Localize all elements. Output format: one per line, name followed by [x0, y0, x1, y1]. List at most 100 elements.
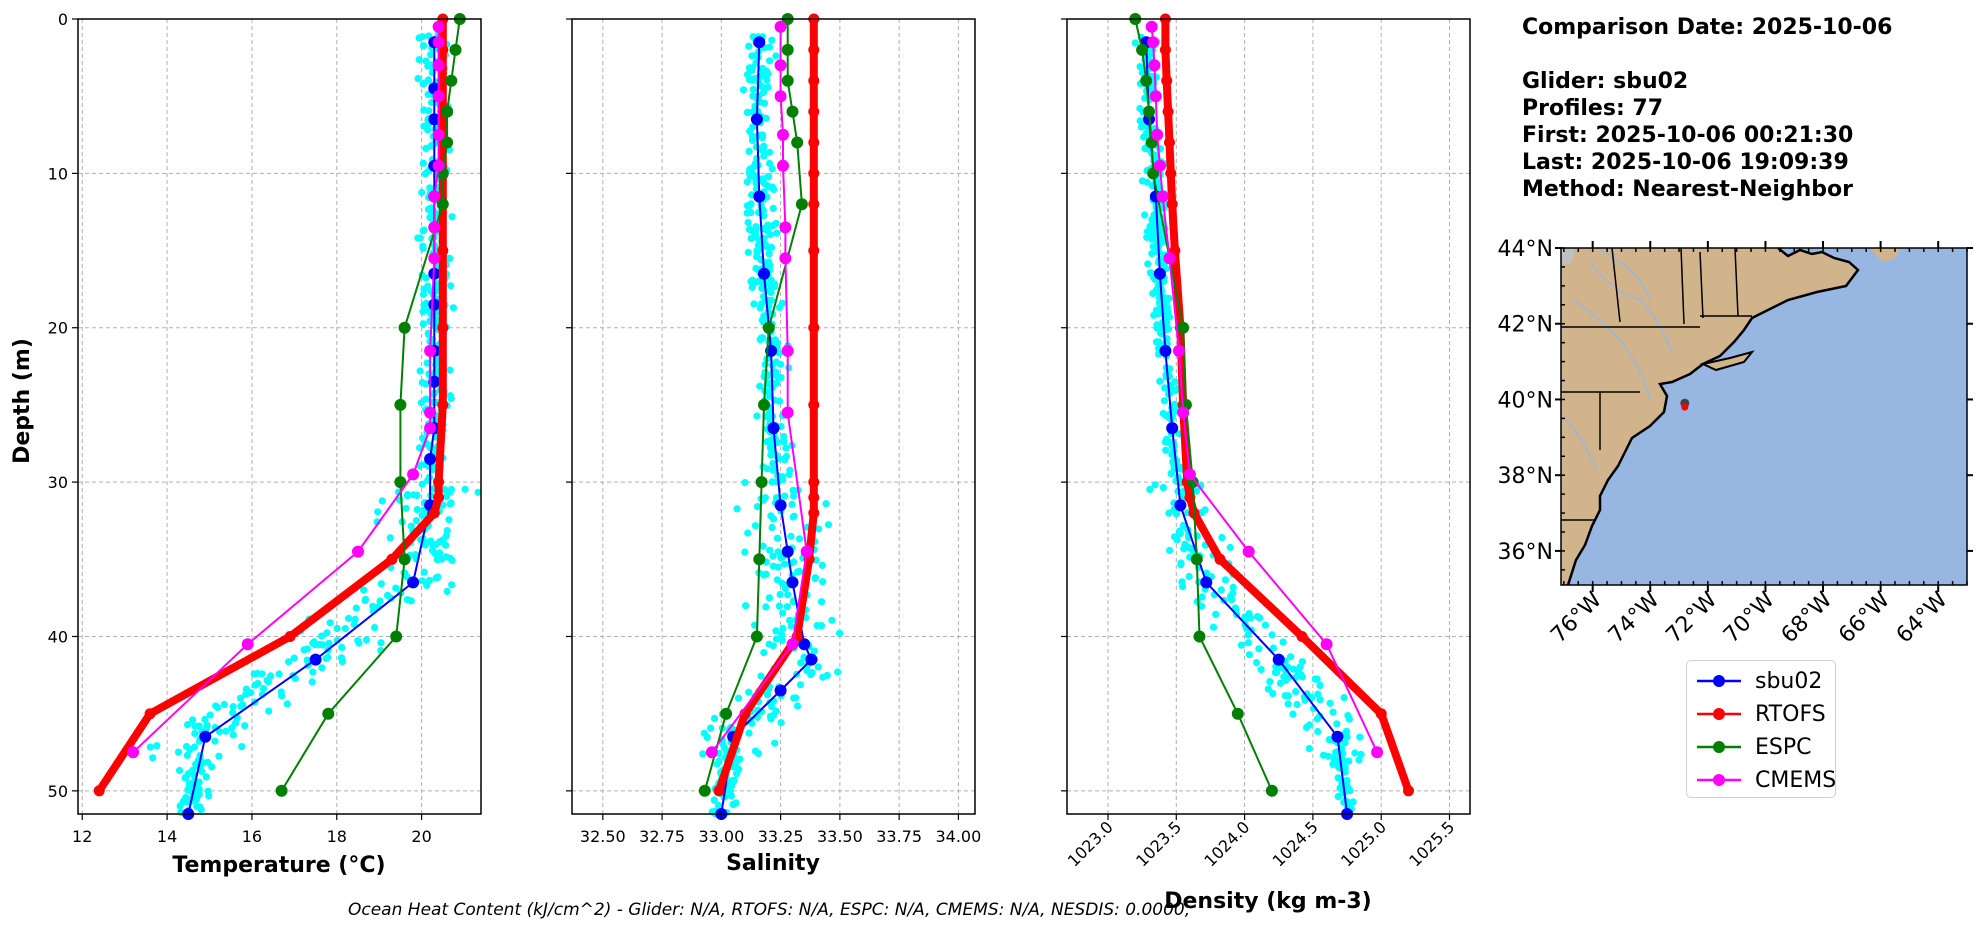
map-lon-label: 74°W [1604, 587, 1665, 648]
espc-point [394, 398, 407, 411]
x-tick-label: 18 [327, 827, 347, 846]
glider-observation-point [229, 703, 237, 711]
cmems-point [241, 638, 254, 651]
glider-observation-point [418, 188, 426, 197]
glider-observation-point [1217, 586, 1225, 594]
glider-observation-point [1314, 727, 1322, 736]
cmems-point [428, 252, 441, 265]
glider-observation-point [432, 540, 440, 549]
glider-observation-point [153, 742, 161, 750]
cmems-point [786, 638, 799, 651]
glider-observation-point [725, 782, 733, 790]
x-tick-label: 14 [157, 827, 177, 846]
glider-observation-point [174, 748, 183, 756]
glider-observation-point [419, 434, 427, 442]
glider-observation-point [777, 719, 785, 727]
glider-observation-point [420, 301, 428, 309]
glider-observation-point [1156, 145, 1164, 153]
espc-point [1140, 74, 1153, 87]
glider-observation-point [747, 234, 755, 242]
glider-observation-point [790, 694, 798, 702]
glider-observation-point [765, 594, 774, 602]
sbu02-line [720, 42, 813, 815]
glider-observation-point [179, 797, 187, 806]
glider-observation-point [420, 79, 428, 87]
glider-observation-point [251, 681, 259, 689]
glider-observation-point [774, 548, 782, 556]
glider-observation-point [811, 574, 819, 583]
sbu02-point [753, 190, 766, 203]
glider-observation-point [817, 598, 826, 606]
glider-observation-point [423, 359, 431, 367]
glider-observation-point [351, 615, 359, 624]
glider-observation-point [748, 276, 757, 284]
glider-observation-point [766, 444, 774, 452]
glider-observation-point [1252, 659, 1261, 667]
salinity-panel: Salinity 32.50 32.75 33.00 33.25 33.50 33.75 3… [566, 13, 981, 876]
glider-observation-point [420, 226, 428, 234]
rtofs-point [808, 106, 820, 118]
glider-observation-point [376, 597, 384, 605]
glider-observation-point [796, 567, 804, 576]
glider-observation-point [323, 629, 331, 637]
glider-observation-point [446, 366, 454, 374]
glider-observation-point [1314, 690, 1322, 698]
glider-observation-point [448, 213, 456, 221]
glider-observation-point [761, 360, 769, 368]
glider-observation-point [780, 432, 788, 441]
glider-observation-point [1245, 610, 1253, 618]
glider-observation-point [424, 126, 432, 134]
glider-observation-point [1287, 653, 1295, 661]
espc-series [698, 13, 808, 797]
glider-observation-point [1351, 749, 1359, 757]
glider-observation-point [745, 147, 753, 155]
glider-observation-point [775, 349, 783, 357]
glider-observation-point [765, 415, 774, 423]
rtofs-point [1296, 631, 1308, 642]
glider-observation-point [1138, 177, 1146, 185]
cmems-point [1153, 159, 1166, 172]
glider-observation-point [765, 640, 773, 648]
glider-observation-point [1144, 260, 1152, 268]
legend-label: sbu02 [1755, 668, 1823, 694]
sbu02-point [407, 576, 420, 589]
cmems-point [1177, 406, 1190, 419]
glider-observation-point [752, 264, 760, 272]
x-tick-label: 34.00 [935, 827, 981, 846]
glider-observation-point [771, 739, 779, 747]
profile-count: Profiles: 77 [1522, 96, 1664, 121]
rtofs-point [428, 507, 440, 519]
glider-observation-point [277, 688, 285, 696]
glider-observation-point [1341, 739, 1349, 747]
x-tick-label: 12 [72, 827, 92, 846]
rtofs-point [808, 245, 820, 257]
glider-observation-point [374, 508, 382, 516]
glider-observation-point [208, 763, 216, 771]
rtofs-point [808, 167, 820, 179]
glider-observation-point [386, 534, 394, 542]
glider-observation-point [1192, 487, 1200, 495]
glider-observation-point [1136, 63, 1144, 71]
glider-observation-point [371, 624, 379, 632]
glider-observation-point [1293, 700, 1301, 709]
cmems-point [777, 128, 789, 141]
glider-observation-point [402, 504, 410, 512]
rtofs-point [713, 785, 725, 797]
glider-observation-point [238, 743, 246, 751]
glider-observation-point [1136, 104, 1144, 113]
glider-observation-point [807, 670, 815, 679]
last-profile-time: Last: 2025-10-06 19:09:39 [1522, 150, 1849, 175]
glider-observation-point [308, 678, 316, 686]
glider-observation-point [229, 731, 237, 739]
glider-observation-point [768, 703, 776, 711]
x-tick-label: 1023.5 [1132, 817, 1185, 870]
glider-observation-point [743, 178, 751, 186]
glider-observation-point [442, 492, 451, 500]
legend-swatch [1697, 675, 1741, 687]
rtofs-series [713, 13, 820, 797]
axes-frame [1066, 18, 1471, 815]
rtofs-point [437, 75, 449, 87]
glider-observation-point [404, 491, 412, 499]
glider-observation-point [766, 712, 775, 721]
